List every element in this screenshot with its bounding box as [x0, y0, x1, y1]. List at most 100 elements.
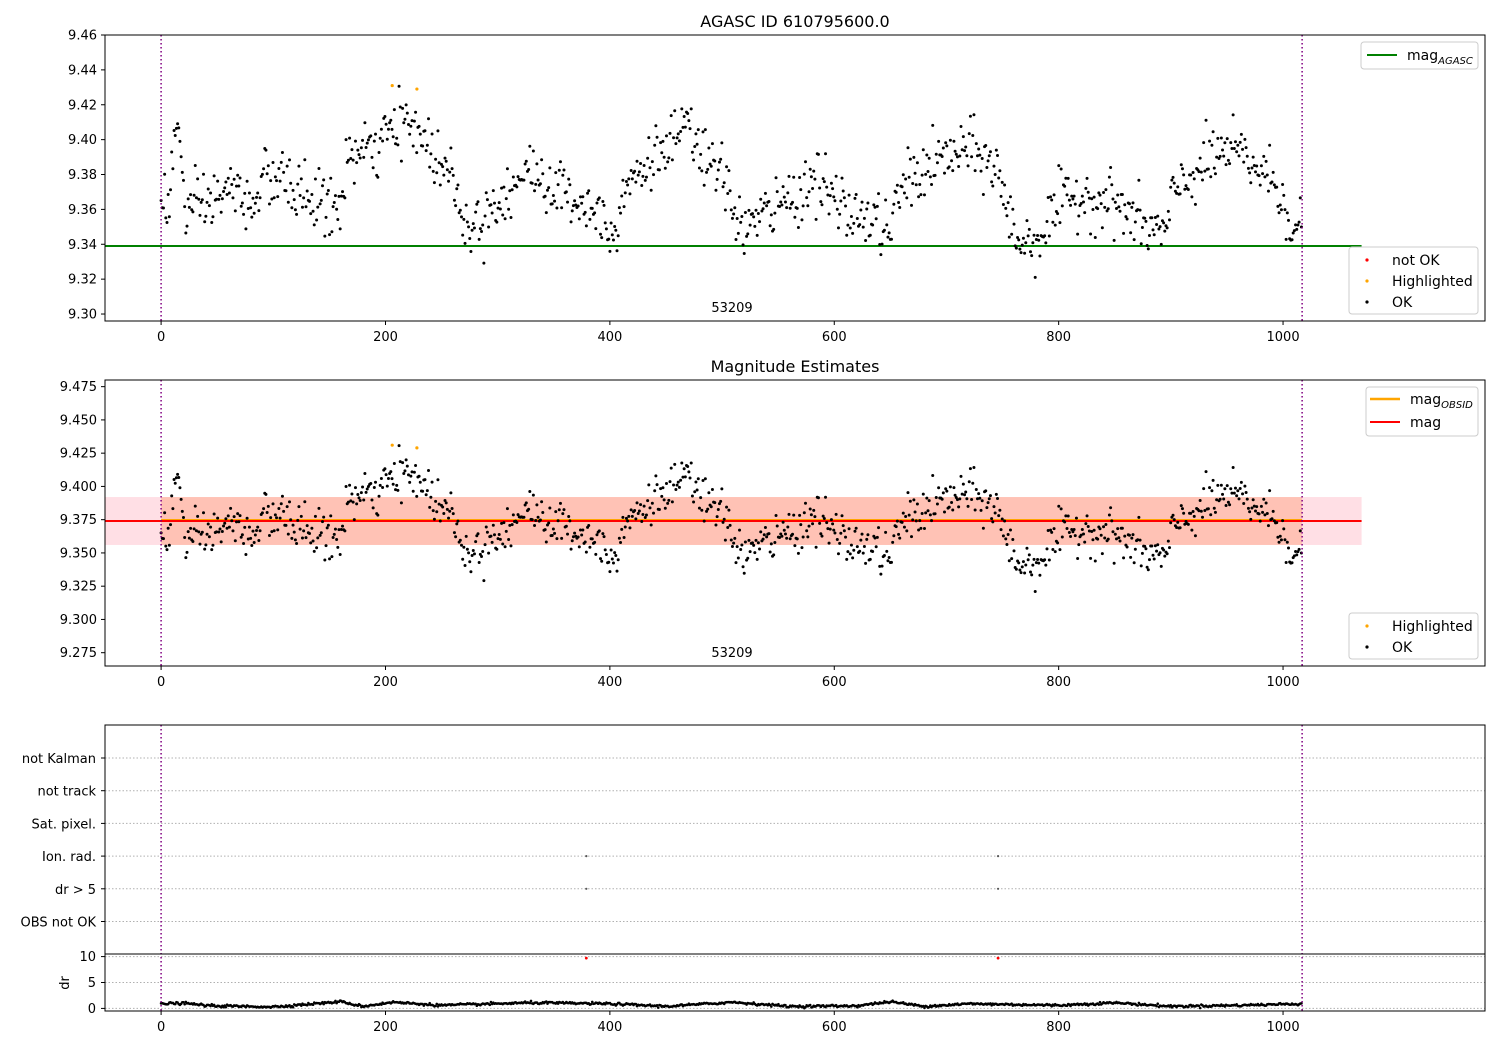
- ok-point: [930, 182, 934, 186]
- ok-point: [1215, 498, 1219, 502]
- ok-point: [657, 168, 661, 172]
- ok-point: [1147, 234, 1151, 238]
- ok-point: [309, 212, 313, 216]
- ok-point: [1213, 172, 1217, 176]
- ok-point: [1257, 512, 1261, 516]
- flag-label: not track: [37, 785, 96, 800]
- ok-point: [376, 513, 380, 517]
- ok-point: [540, 158, 544, 162]
- ok-point: [531, 493, 535, 497]
- ok-point: [580, 533, 584, 537]
- ok-point: [755, 233, 759, 237]
- ok-point: [855, 217, 859, 221]
- ok-point: [831, 187, 835, 191]
- ok-point: [1271, 509, 1275, 513]
- ok-point: [1051, 220, 1055, 224]
- ok-point: [365, 141, 369, 145]
- ok-point: [412, 119, 416, 123]
- ok-point: [1203, 508, 1207, 512]
- ok-point: [447, 516, 451, 520]
- ok-point: [240, 533, 244, 537]
- panel3-frame: [104, 724, 1486, 1012]
- ok-point: [372, 139, 376, 143]
- ok-point: [622, 205, 626, 209]
- ok-point: [1019, 251, 1023, 255]
- dr-ytick-label: 5: [88, 976, 96, 991]
- ok-point: [1190, 528, 1194, 532]
- ok-point: [284, 189, 288, 193]
- ok-point: [1085, 176, 1089, 180]
- ok-point: [437, 161, 441, 165]
- ok-point: [209, 525, 213, 529]
- ok-point: [311, 209, 315, 213]
- ok-point: [1116, 527, 1120, 531]
- ok-point: [859, 538, 863, 542]
- ok-point: [536, 178, 540, 182]
- ok-point: [1056, 541, 1060, 545]
- ok-point: [1270, 180, 1274, 184]
- ok-point: [210, 221, 214, 225]
- ok-point: [429, 495, 433, 499]
- panel1-title: AGASC ID 610795600.0: [700, 12, 889, 31]
- p2-ytick-label: 9.425: [60, 447, 97, 462]
- ok-point: [681, 475, 685, 479]
- dr-point: [334, 999, 337, 1003]
- flag-label: Sat. pixel.: [32, 817, 96, 832]
- ok-point: [798, 513, 802, 517]
- ok-point: [378, 136, 382, 140]
- ok-point: [1021, 560, 1025, 564]
- ok-point: [807, 190, 811, 194]
- p2-ytick-label: 9.275: [60, 646, 97, 661]
- ok-point: [652, 173, 656, 177]
- ok-point: [802, 511, 806, 515]
- ok-point: [386, 477, 390, 481]
- ok-point: [317, 166, 321, 170]
- ok-point: [292, 198, 296, 202]
- flag-label: not Kalman: [22, 752, 96, 767]
- ok-point: [1209, 513, 1213, 517]
- ok-point: [581, 528, 585, 532]
- ok-point: [1226, 500, 1230, 504]
- p2-xtick-label: 1000: [1267, 675, 1300, 690]
- ok-point: [284, 523, 288, 527]
- ok-point: [242, 541, 246, 545]
- ok-point: [218, 193, 222, 197]
- ok-point: [1125, 217, 1129, 221]
- ok-point: [968, 467, 972, 471]
- ok-point: [1259, 164, 1263, 168]
- ok-point: [820, 203, 824, 207]
- ok-point: [978, 496, 982, 500]
- panel2-frame: [104, 379, 1486, 667]
- ok-point: [892, 202, 896, 206]
- ok-point: [346, 500, 350, 504]
- ok-point: [358, 156, 362, 160]
- legend-highlighted-marker: [1365, 279, 1369, 283]
- ok-point: [927, 156, 931, 160]
- ok-point: [1087, 529, 1091, 533]
- ok-point: [900, 520, 904, 524]
- ok-point: [627, 177, 631, 181]
- ok-point: [970, 497, 974, 501]
- ok-point: [398, 460, 402, 464]
- ok-point: [635, 159, 639, 163]
- ok-point: [1236, 143, 1240, 147]
- ok-point: [1136, 538, 1140, 542]
- ok-point: [697, 506, 701, 510]
- ok-point: [754, 208, 758, 212]
- ok-point: [799, 188, 803, 192]
- ok-point: [739, 220, 743, 224]
- ok-point: [309, 541, 313, 545]
- ok-point: [359, 146, 363, 150]
- ok-point: [165, 548, 169, 552]
- ok-point: [878, 564, 882, 568]
- ok-point: [994, 492, 998, 496]
- ok-point: [1206, 507, 1210, 511]
- ok-point: [689, 107, 693, 111]
- p3-xtick-label: 200: [373, 1020, 398, 1035]
- ok-point: [1028, 250, 1032, 254]
- ok-point: [630, 514, 634, 518]
- ok-point: [1190, 195, 1194, 199]
- ok-point: [1248, 171, 1252, 175]
- ok-point: [792, 175, 796, 179]
- ok-point: [297, 505, 301, 509]
